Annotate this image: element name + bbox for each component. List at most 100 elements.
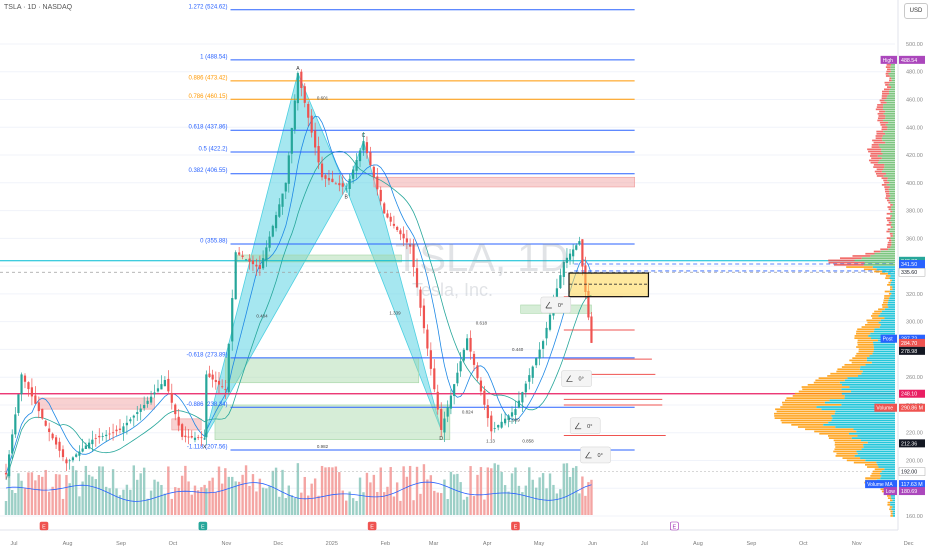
candle-body [231,298,234,342]
volume-bar [290,495,294,515]
profile-bar [835,426,895,428]
profile-bar [828,259,855,262]
price-label-box [899,346,925,355]
candle-body [54,437,58,445]
volume-bar [559,489,562,515]
profile-bar [890,246,895,248]
profile-bar [890,208,895,211]
profile-bar [870,255,895,257]
profile-bar [888,239,892,242]
profile-bar [884,188,889,191]
profile-bar [890,286,893,288]
candle-body [440,408,443,430]
profile-bar [880,124,886,126]
profile-bar [889,75,895,77]
profile-bar [866,359,895,362]
volume-bar [136,479,139,515]
profile-bar [877,119,884,122]
angle-projection-widget: 0° [580,446,611,464]
profile-bar [857,375,895,377]
candle-body [559,275,562,289]
candle-body [125,422,128,426]
volume-bar [91,476,94,515]
profile-bar [881,95,888,97]
candle-body [303,86,306,103]
angle-icon [545,301,552,309]
profile-bar [889,297,895,300]
profile-bar [884,81,890,84]
profile-bar [883,104,895,106]
candle-body [555,288,559,302]
volume-bar [545,488,548,515]
candle-body [41,408,44,419]
price-axis-label: 212.36 [899,439,925,448]
volume-bar [146,498,149,515]
time-axis-tick: Aug [63,541,73,547]
price-label-value: 290.86 M [901,406,923,412]
candle-body [338,183,341,186]
profile-bar [871,157,882,160]
candle-body [466,338,469,351]
profile-bar [878,466,895,468]
ratio-label: 0.601 [317,95,329,100]
angle-widget-box [580,446,611,464]
currency-selector[interactable]: USD [904,3,928,19]
price-label-box [899,439,925,448]
candle-body [587,290,590,318]
candle-body [575,245,578,250]
volume-bar [581,476,584,515]
profile-bar [846,266,873,268]
profile-bar [890,201,895,204]
profile-bar [891,508,895,511]
earnings-marker: E [367,521,377,531]
angle-widget-box [569,417,601,435]
volume-bar [541,473,545,515]
volume-bar [472,496,476,515]
profile-bar [883,119,895,122]
profile-bar [890,281,895,284]
price-axis-label: 335.60 [898,268,926,277]
earnings-marker: E [39,521,49,531]
profile-bar [886,86,892,88]
profile-bar [816,406,895,408]
fib-level-label: -1.118 (207.56) [187,445,228,451]
candle-body [177,416,180,426]
profile-bar [855,332,871,335]
profile-bar [857,341,874,344]
profile-bar [854,335,869,337]
profile-bar [881,475,895,477]
profile-bar [885,275,891,277]
candle-body [224,389,227,391]
volume-bar [224,468,227,515]
pattern-point-label: A [296,66,300,72]
profile-bar [844,363,866,366]
profile-bar [877,104,884,106]
volume-bar [395,482,399,515]
candle-body [358,150,362,162]
profile-bar [885,124,895,126]
profile-bar [885,72,889,75]
volume-bar [108,488,111,515]
time-axis-tick: Sep [747,541,757,547]
profile-bar [881,137,895,140]
profile-bar [844,379,895,382]
profile-bar [880,319,895,322]
volume-bar [310,483,313,515]
profile-bar [892,506,895,508]
profile-bar [877,155,895,157]
time-axis-tick: 2025 [326,541,338,547]
profile-bar [829,399,895,402]
volume-bar [528,467,531,515]
candle-body [258,265,261,269]
demand-zone [214,404,451,440]
candle-body [524,383,527,393]
volume-bar [584,495,587,515]
profile-bar [884,308,895,311]
volume-bar [27,472,30,515]
profile-bar [892,226,895,228]
candle-body [392,223,396,226]
profile-bar [818,377,848,380]
profile-bar [883,106,895,108]
